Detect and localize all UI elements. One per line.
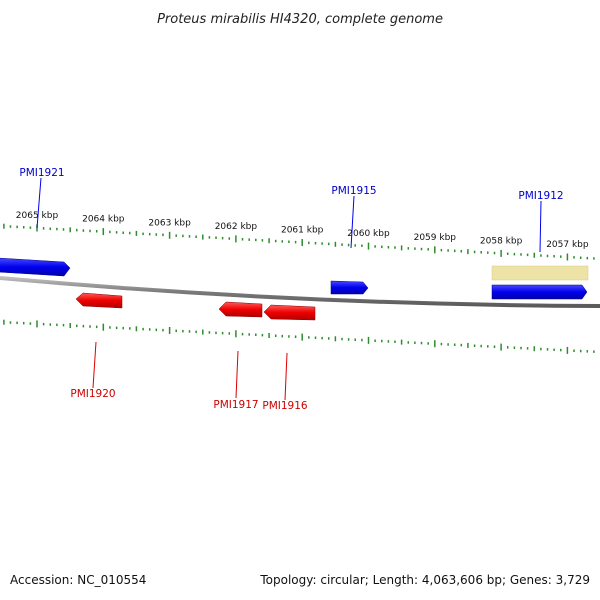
scale-label: 2059 kbp: [414, 233, 457, 243]
gene-PMI1916[interactable]: [263, 304, 316, 321]
genome-backbone: [0, 276, 600, 308]
forward-gene-left[interactable]: [0, 257, 71, 277]
gene-PMI1920[interactable]: [75, 292, 123, 309]
callout-line-PMI1917: [235, 350, 239, 399]
lower-tick-track: [3, 319, 595, 354]
scale-label: 2058 kbp: [480, 236, 523, 246]
callout-line-PMI1916: [284, 352, 288, 401]
label-PMI1917[interactable]: PMI1917: [213, 399, 258, 411]
label-PMI1916[interactable]: PMI1916: [262, 400, 308, 412]
callout-line-PMI1915: [350, 195, 355, 249]
highlight-band: [491, 265, 589, 281]
label-PMI1912[interactable]: PMI1912: [518, 190, 563, 202]
map-title: Proteus mirabilis HI4320, complete genom…: [157, 12, 443, 27]
callout-line-PMI1920: [92, 341, 97, 389]
scale-label: 2060 kbp: [347, 229, 390, 239]
accession-text: Accession: NC_010554: [10, 573, 147, 587]
label-PMI1921[interactable]: PMI1921: [19, 167, 64, 179]
callout-line-PMI1912: [539, 200, 542, 253]
label-PMI1915[interactable]: PMI1915: [331, 185, 376, 197]
gene-PMI1917[interactable]: [218, 301, 263, 318]
scale-label: 2064 kbp: [82, 215, 125, 225]
gene-PMI1915[interactable]: [330, 280, 369, 295]
upper-tick-track: [3, 223, 595, 261]
callout-line-PMI1921: [36, 177, 42, 229]
label-PMI1920[interactable]: PMI1920: [70, 388, 115, 400]
scale-label: 2057 kbp: [546, 240, 589, 250]
genome-summary-text: Topology: circular; Length: 4,063,606 bp…: [260, 573, 590, 587]
scale-label: 2065 kbp: [16, 211, 59, 221]
gene-PMI1912[interactable]: [491, 284, 588, 300]
scale-labels: 2065 kbp 2064 kbp 2063 kbp 2062 kbp 2061 kbp…: [16, 211, 589, 250]
scale-label: 2063 kbp: [148, 218, 191, 228]
scale-label: 2062 kbp: [215, 222, 258, 232]
scale-label: 2061 kbp: [281, 226, 324, 236]
